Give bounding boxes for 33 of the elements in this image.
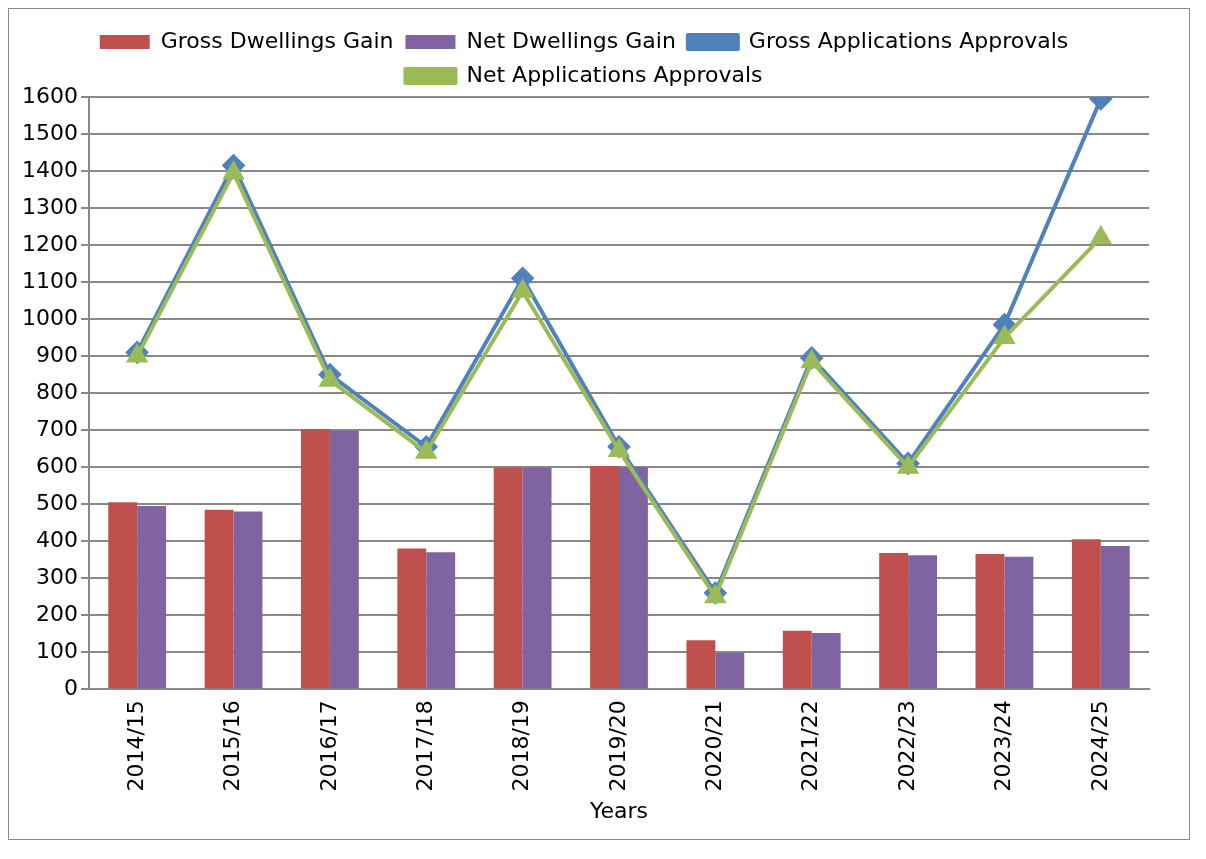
x-axis-title: Years [588, 797, 649, 823]
y-tick-label: 500 [35, 489, 78, 515]
legend-label: Net Applications Approvals [466, 61, 763, 87]
legend-label: Net Dwellings Gain [466, 27, 676, 53]
y-tick-label: 1400 [21, 156, 78, 182]
y-tick-label: 0 [63, 674, 78, 700]
x-tick-label: 2020/21 [701, 700, 727, 792]
x-tick-label: 2023/24 [990, 700, 1016, 792]
x-tick-label: 2014/15 [122, 700, 148, 792]
y-tick-label: 200 [35, 600, 78, 626]
x-tick-label: 2016/17 [315, 700, 341, 792]
x-tick-label: 2019/20 [604, 700, 630, 792]
y-tick-label: 300 [35, 563, 78, 589]
legend-label: Gross Applications Approvals [748, 27, 1069, 53]
x-tick-label: 2024/25 [1086, 700, 1112, 792]
x-tick-label: 2015/16 [219, 700, 245, 792]
x-tick-label: 2017/18 [411, 700, 437, 792]
y-tick-label: 600 [35, 452, 78, 478]
y-tick-label: 1100 [21, 267, 78, 293]
y-tick-label: 1600 [21, 82, 78, 108]
legend-label: Gross Dwellings Gain [160, 27, 394, 53]
y-tick-label: 900 [35, 341, 78, 367]
y-tick-label: 1300 [21, 193, 78, 219]
y-tick-label: 100 [35, 637, 78, 663]
y-tick-label: 1500 [21, 119, 78, 145]
y-tick-label: 700 [35, 415, 78, 441]
x-tick-label: 2018/19 [508, 700, 534, 792]
x-tick-label: 2022/23 [893, 700, 919, 792]
y-tick-label: 1200 [21, 230, 78, 256]
y-tick-label: 800 [35, 378, 78, 404]
y-tick-label: 1000 [21, 304, 78, 330]
x-tick-label: 2021/22 [797, 700, 823, 792]
y-tick-label: 400 [35, 526, 78, 552]
